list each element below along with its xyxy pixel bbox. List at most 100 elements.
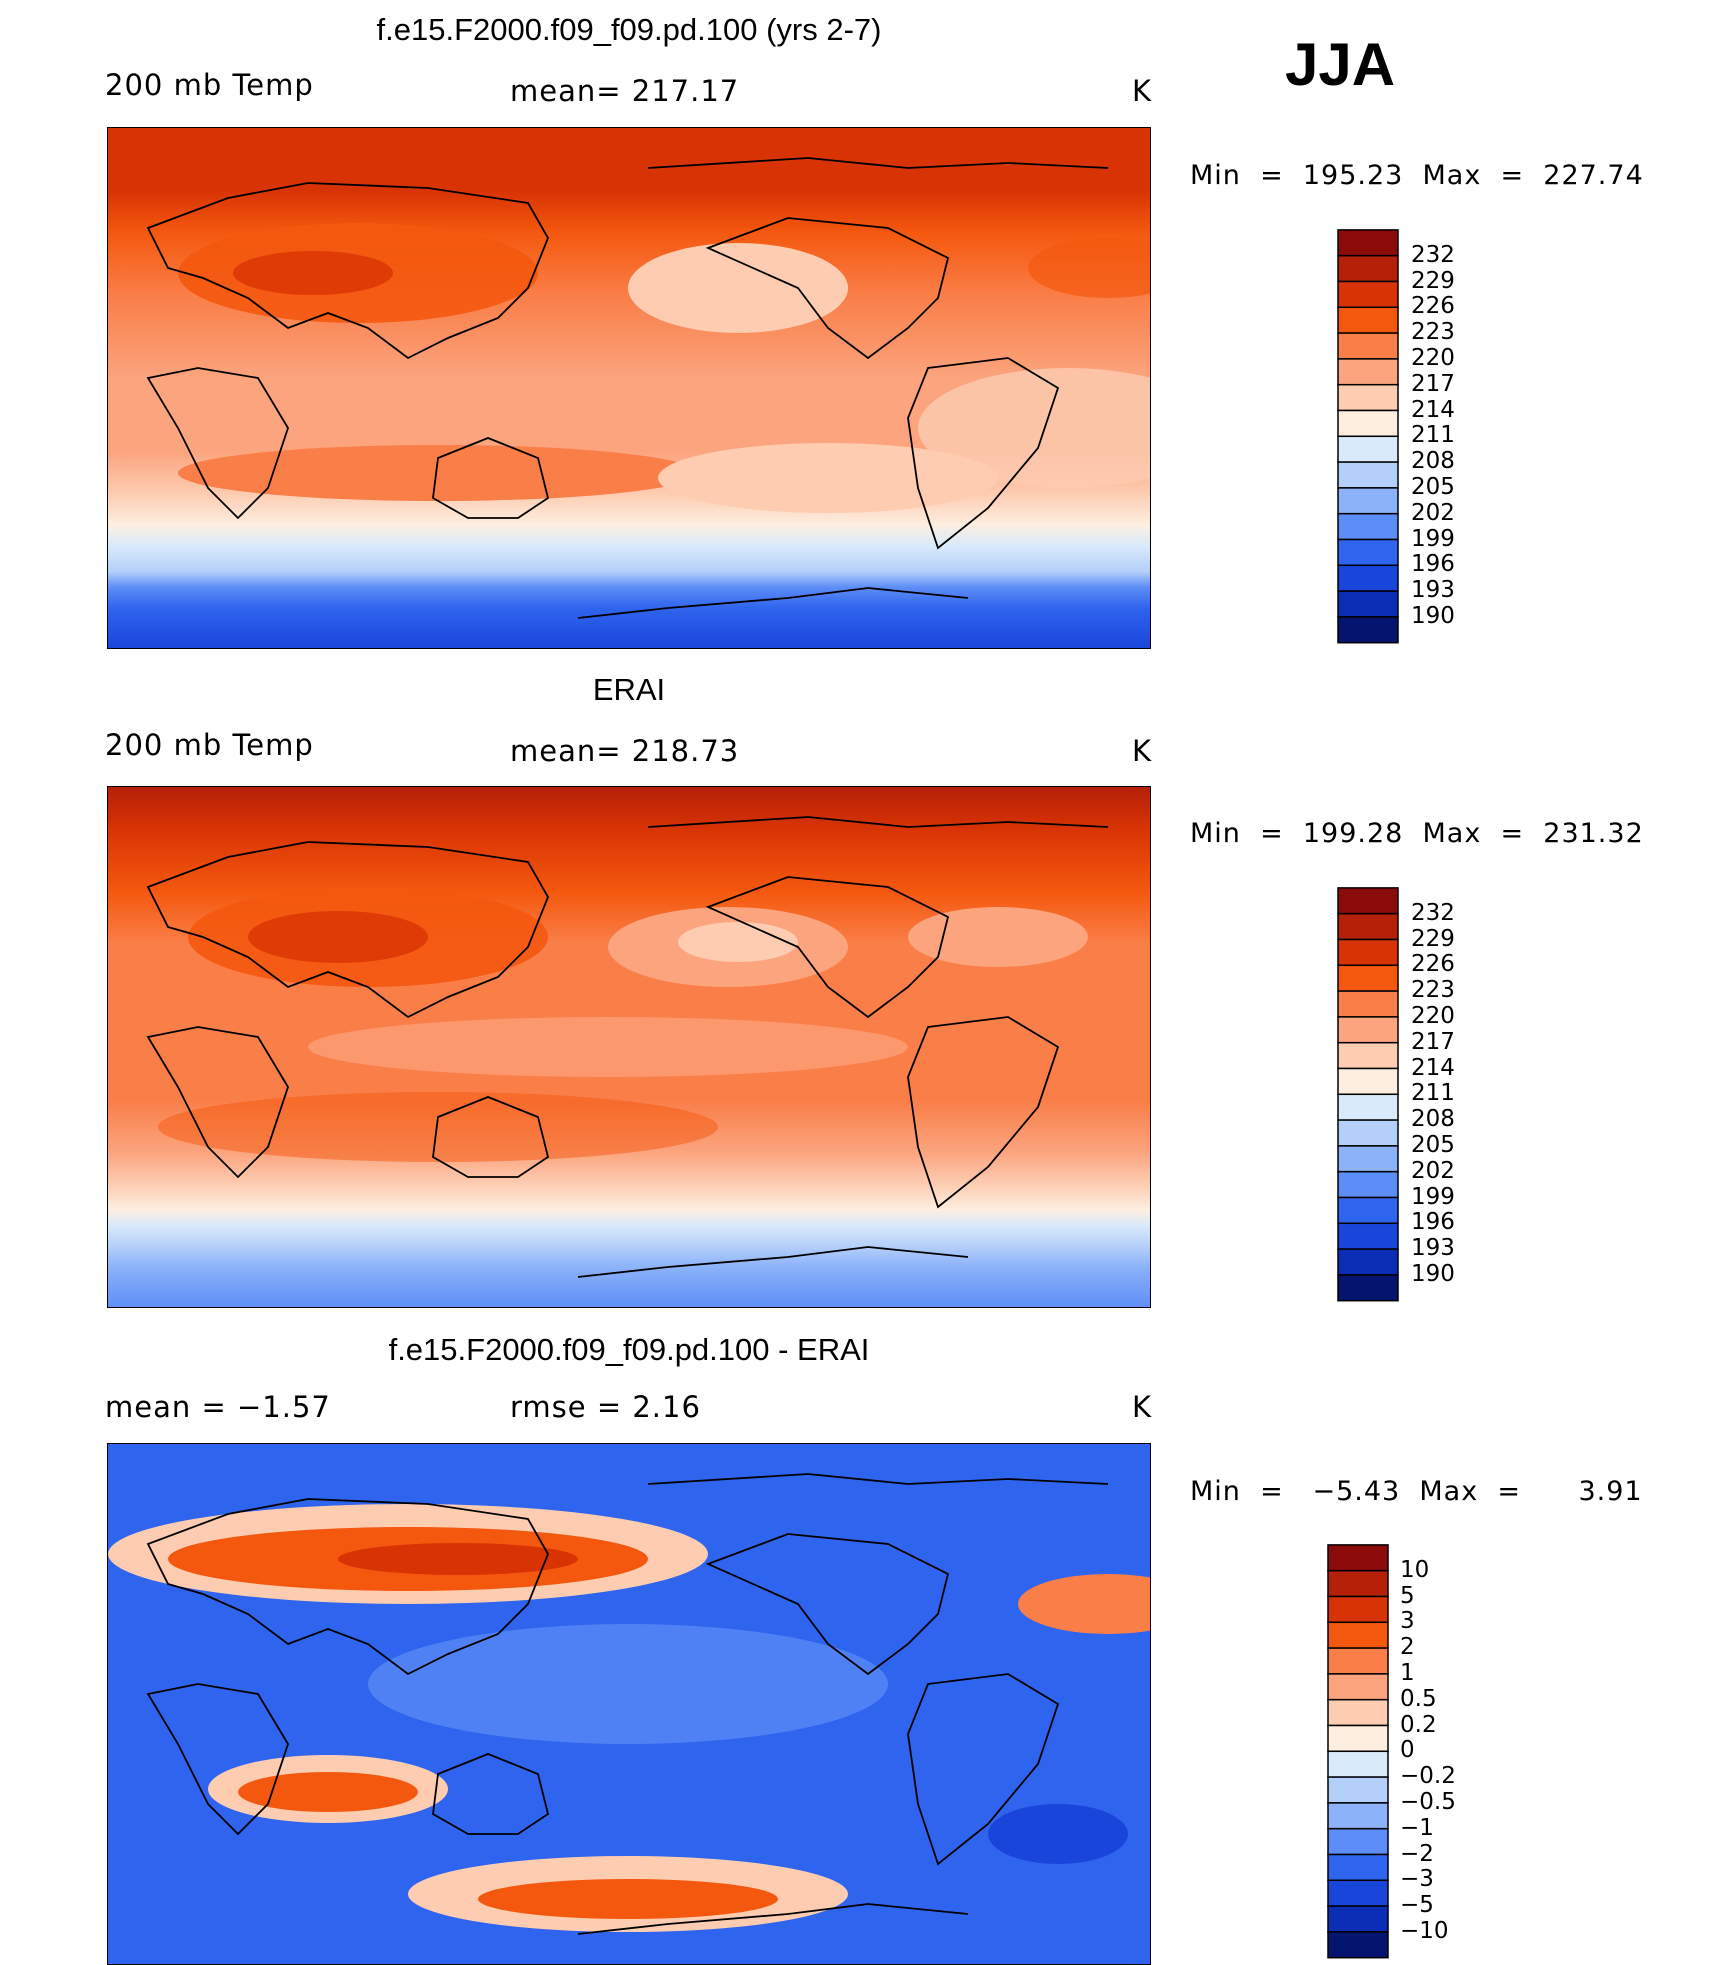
panel1-colorbar-tick-label: 226 — [1411, 293, 1455, 320]
panel2-colorbar-swatch — [1337, 1067, 1399, 1096]
panel3-colorbar-tick-label: 3 — [1400, 1608, 1415, 1635]
panel1-colorbar-tick-label: 214 — [1411, 396, 1455, 423]
panel3-colorbar-tick-label: −10 — [1400, 1918, 1449, 1944]
panel1-colorbar-tick-label: 211 — [1411, 422, 1455, 449]
panel1-map — [107, 127, 1151, 649]
panel1-colorbar-swatch — [1337, 538, 1399, 567]
panel3-colorbar-tick-label: −0.2 — [1400, 1763, 1456, 1790]
panel2-colorbar-swatch — [1337, 938, 1399, 967]
panel1-colorbar-swatch — [1337, 254, 1399, 283]
panel2-colorbar-swatch — [1337, 964, 1399, 992]
panel2-colorbar-tick-label: 214 — [1411, 1054, 1455, 1081]
panel2-colorbar-swatch — [1337, 1274, 1399, 1302]
panel1-colorbar-tick-label: 199 — [1411, 525, 1455, 552]
panel2-colorbar-swatch — [1337, 1041, 1399, 1070]
panel3-colorbar-tick-label: −5 — [1400, 1892, 1434, 1919]
panel3-colorbar-swatch — [1327, 1931, 1389, 1959]
panel2-colorbar-tick-label: 199 — [1411, 1183, 1455, 1210]
panel2-colorbar-tick-label: 193 — [1411, 1235, 1455, 1262]
panel2-colorbar-tick-label: 202 — [1411, 1157, 1455, 1184]
panel2-colorbar-tick-label: 232 — [1411, 899, 1455, 926]
panel3-colorbar-swatch — [1327, 1673, 1389, 1701]
panel2-feature-natl — [908, 907, 1088, 967]
panel1-title: f.e15.F2000.f09_f09.pd.100 (yrs 2-7) — [376, 12, 882, 47]
panel3-colorbar-swatch — [1327, 1724, 1389, 1753]
panel3-colorbar-swatch — [1327, 1879, 1389, 1907]
panel2-colorbar-tick-label: 229 — [1411, 925, 1455, 952]
panel1-feature-tibet — [233, 251, 393, 295]
panel2-feature-tropics — [308, 1017, 908, 1077]
panel2-colorbar-tick-label: 226 — [1411, 951, 1455, 978]
panel2-colorbar-tick-label: 190 — [1411, 1261, 1455, 1287]
panel1-colorbar-swatch — [1337, 564, 1399, 592]
panel2-colorbar-swatch — [1337, 887, 1399, 915]
panel2-colorbar-tick-label: 211 — [1411, 1080, 1455, 1107]
panel3-feature-nh-core — [338, 1543, 578, 1575]
panel3-feature-sh-max — [238, 1772, 418, 1812]
panel3-colorbar-tick-label: −2 — [1400, 1840, 1434, 1867]
panel3-colorbar-swatch — [1327, 1827, 1389, 1856]
panel3-coastlines — [146, 1473, 1109, 1935]
panel1-colorbar-swatch — [1337, 616, 1399, 644]
panel1-colorbar-tick-label: 229 — [1411, 267, 1455, 294]
panel2-coastlines — [146, 816, 1109, 1278]
panel1-minmax: Min = 195.23 Max = 227.74 — [1190, 160, 1644, 191]
panel1-feature-spac — [658, 443, 998, 513]
panel1-colorbar-swatch — [1337, 383, 1399, 412]
panel3-feature-natl-max — [1018, 1574, 1150, 1634]
panel2-colorbar-swatch — [1337, 1093, 1399, 1121]
panel3-minmax: Min = −5.43 Max = 3.91 — [1190, 1476, 1643, 1507]
panel1-feature-sh-max — [178, 445, 698, 501]
panel3-colorbar-tick-label: 0.2 — [1400, 1711, 1437, 1738]
panel1-colorbar: 232 229 226 223 220 217 214 211 208 205 202 199 196 1… — [1337, 228, 1455, 649]
panel1-colorbar-swatch — [1337, 280, 1399, 309]
panel1-colorbar-tick-label: 202 — [1411, 499, 1455, 526]
panel1-units-label: K — [1132, 74, 1153, 108]
panel1-colorbar-swatch — [1337, 487, 1399, 515]
panel3-colorbar-tick-label: −1 — [1400, 1814, 1434, 1841]
panel2-feature-sh-max — [158, 1092, 718, 1162]
panel1-colorbar-swatch — [1337, 512, 1399, 541]
season-label: JJA — [1285, 31, 1396, 98]
panel3-colorbar-swatch — [1327, 1698, 1389, 1727]
panel3-colorbar-swatch — [1327, 1544, 1389, 1572]
panel2-feature-tibet — [248, 911, 428, 963]
panel2-units-label: K — [1132, 734, 1153, 768]
panel1-colorbar-swatch — [1337, 461, 1399, 489]
panel3-feature-samer-min — [988, 1804, 1128, 1864]
panel1-colorbar-tick-label: 232 — [1411, 241, 1455, 268]
panel2-minmax: Min = 199.28 Max = 231.32 — [1190, 818, 1644, 849]
panel3-colorbar-swatch — [1327, 1802, 1389, 1830]
panel1-colorbar-tick-label: 193 — [1411, 577, 1455, 604]
panel2-colorbar-swatch — [1337, 1196, 1399, 1225]
panel1-colorbar-tick-label: 208 — [1411, 448, 1455, 475]
panel3-title: f.e15.F2000.f09_f09.pd.100 - ERAI — [388, 1332, 870, 1367]
panel3-rmse-label: rmse = 2.16 — [510, 1390, 701, 1424]
panel1-colorbar-swatch — [1337, 332, 1399, 360]
panel1-colorbar-swatch — [1337, 590, 1399, 618]
panel3-colorbar-tick-label: 0 — [1400, 1737, 1415, 1764]
panel3-colorbar-tick-label: 0.5 — [1400, 1685, 1437, 1712]
panel2-colorbar-swatch — [1337, 1222, 1399, 1250]
panel2-colorbar-tick-label: 205 — [1411, 1132, 1455, 1158]
panel2-colorbar-tick-label: 217 — [1411, 1028, 1455, 1055]
panel1-colorbar-tick-label: 220 — [1411, 345, 1455, 371]
panel3-feature-so-max — [478, 1879, 778, 1919]
panel2-colorbar-tick-label: 208 — [1411, 1106, 1455, 1133]
panel1-colorbar-tick-label: 196 — [1411, 551, 1455, 578]
panel2-feature-npac-min — [678, 922, 798, 962]
panel1-colorbar-tick-label: 190 — [1411, 603, 1455, 629]
panel3-colorbar-swatch — [1327, 1621, 1389, 1649]
panel2-mean-label: mean= 218.73 — [510, 734, 740, 768]
panel3-feature-tropics — [368, 1624, 888, 1744]
panel1-colorbar-swatch — [1337, 229, 1399, 257]
panel2-colorbar-tick-label: 220 — [1411, 1003, 1455, 1029]
panel2-colorbar-swatch — [1337, 1145, 1399, 1173]
panel2-colorbar-swatch — [1337, 990, 1399, 1018]
panel2-colorbar: 232 229 226 223 220 217 214 211 208 205 202 199 196 1… — [1337, 886, 1455, 1307]
panel3-colorbar-tick-label: 2 — [1400, 1634, 1415, 1661]
panel3-colorbar-swatch — [1327, 1776, 1389, 1804]
panel3-colorbar: 10 5 3 2 1 0.5 0.2 0 −0.2 −0.5 −1 −2 −3 −5 −10 — [1327, 1543, 1456, 1964]
panel3-colorbar-swatch — [1327, 1647, 1389, 1675]
panel1-colorbar-swatch — [1337, 435, 1399, 463]
